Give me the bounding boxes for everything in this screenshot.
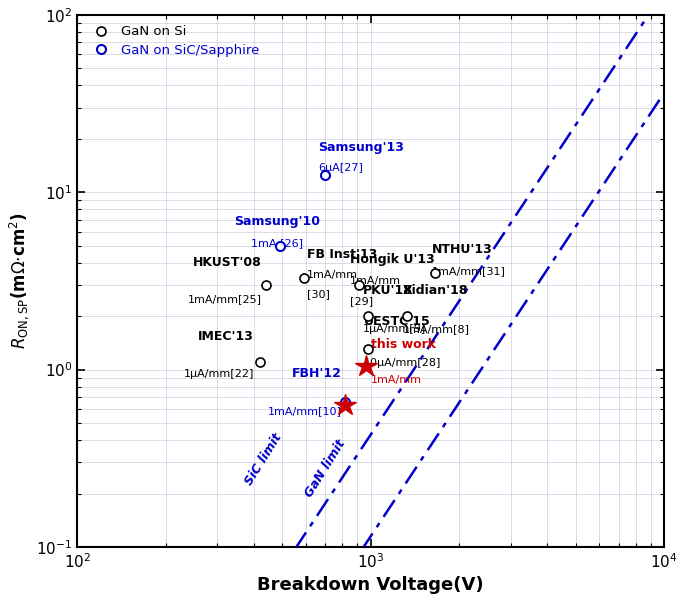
Text: 6μA[27]: 6μA[27] [318,163,362,173]
Text: 1mA/mm[25]: 1mA/mm[25] [188,294,262,304]
X-axis label: Breakdown Voltage(V): Breakdown Voltage(V) [258,576,484,594]
Legend: GaN on Si, GaN on SiC/Sapphire: GaN on Si, GaN on SiC/Sapphire [84,22,263,61]
Text: NTHU'13: NTHU'13 [432,243,493,256]
Text: 1mA/mm: 1mA/mm [350,276,401,286]
Text: this work: this work [371,338,436,350]
Text: Xidian'18: Xidian'18 [403,284,469,296]
Text: [29]: [29] [350,296,373,306]
Text: Hongik U'13: Hongik U'13 [350,252,435,266]
Text: IMEC'13: IMEC'13 [198,329,254,343]
Text: 1mA/mm: 1mA/mm [307,270,358,280]
Text: 1μA/mm[22]: 1μA/mm[22] [184,370,254,379]
Text: 1mA [26]: 1mA [26] [251,238,303,248]
Text: 1mA/mm[8]: 1mA/mm[8] [403,325,470,334]
Text: 1mA/mm[10]: 1mA/mm[10] [268,406,342,416]
Text: GaN limit: GaN limit [303,438,348,499]
Text: FB Inst'13: FB Inst'13 [307,248,377,261]
Text: 10μA/mm[28]: 10μA/mm[28] [364,358,442,368]
Text: FBH'12: FBH'12 [292,367,342,380]
Text: SiC limit: SiC limit [242,432,284,488]
Text: 1mA/mm: 1mA/mm [371,375,422,385]
Text: PKU'18: PKU'18 [363,284,413,296]
Text: Samsung'13: Samsung'13 [318,141,403,154]
Text: 1mA/mm[31]: 1mA/mm[31] [432,266,506,276]
Y-axis label: $R_\mathrm{ON,SP}$(m$\Omega$$\cdot$cm$^2$): $R_\mathrm{ON,SP}$(m$\Omega$$\cdot$cm$^2… [7,213,31,349]
Text: 1μA/mm[9]: 1μA/mm[9] [363,325,426,334]
Text: HKUST'08: HKUST'08 [193,256,262,269]
Text: UESTC'15: UESTC'15 [364,315,431,328]
Text: Samsung'10: Samsung'10 [234,215,320,228]
Text: [30]: [30] [307,290,329,299]
